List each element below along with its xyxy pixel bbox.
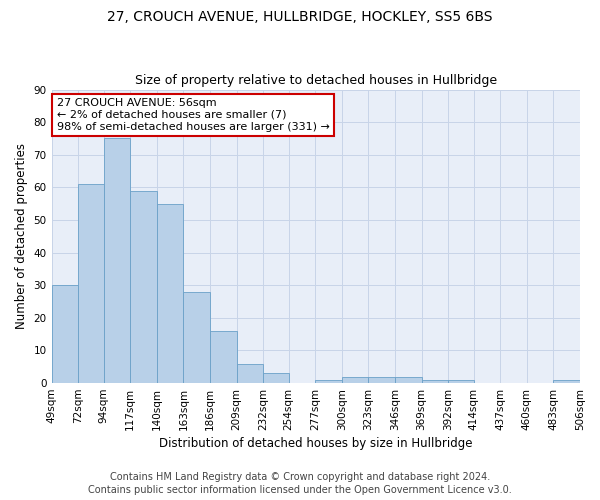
Title: Size of property relative to detached houses in Hullbridge: Size of property relative to detached ho… <box>135 74 497 87</box>
Bar <box>157 204 184 383</box>
Bar <box>78 184 104 383</box>
Bar <box>130 190 157 383</box>
Bar <box>395 376 422 383</box>
Bar <box>52 285 78 383</box>
Text: Contains HM Land Registry data © Crown copyright and database right 2024.
Contai: Contains HM Land Registry data © Crown c… <box>88 472 512 495</box>
Bar <box>236 364 263 383</box>
Text: 27, CROUCH AVENUE, HULLBRIDGE, HOCKLEY, SS5 6BS: 27, CROUCH AVENUE, HULLBRIDGE, HOCKLEY, … <box>107 10 493 24</box>
Bar <box>315 380 342 383</box>
Bar <box>448 380 473 383</box>
Bar <box>553 380 580 383</box>
Bar <box>342 376 368 383</box>
Bar <box>104 138 130 383</box>
Y-axis label: Number of detached properties: Number of detached properties <box>15 144 28 330</box>
Bar <box>210 331 236 383</box>
Bar <box>368 376 395 383</box>
Bar <box>422 380 448 383</box>
Text: 27 CROUCH AVENUE: 56sqm
← 2% of detached houses are smaller (7)
98% of semi-deta: 27 CROUCH AVENUE: 56sqm ← 2% of detached… <box>57 98 330 132</box>
Bar <box>263 374 289 383</box>
X-axis label: Distribution of detached houses by size in Hullbridge: Distribution of detached houses by size … <box>159 437 473 450</box>
Bar <box>184 292 210 383</box>
